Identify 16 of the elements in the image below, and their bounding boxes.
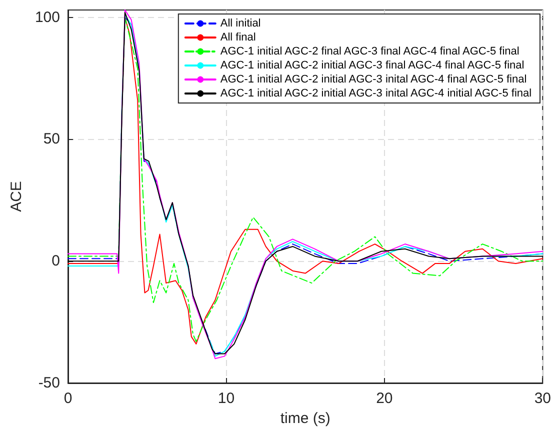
legend-label: All initial	[220, 18, 261, 30]
y-tick-label: 100	[34, 8, 60, 26]
legend-label: AGC-1 initial AGC-2 initial AGC-3 inital AGC-4 final AGC-5 final	[220, 74, 527, 86]
x-tick-label: 30	[534, 390, 551, 407]
y-tick-label: -50	[38, 374, 60, 392]
legend-label: AGC-1 initial AGC-2 final AGC-3 final AGC-4 final AGC-5 final	[220, 46, 520, 58]
legend-label: AGC-1 initial AGC-2 initial AGC-3 inital AGC-4 initial AGC-5 final	[220, 88, 532, 100]
legend-label: All final	[220, 32, 256, 44]
legend-label: AGC-1 initial AGC-2 initial AGC-3 final AGC-4 final AGC-5 final	[220, 60, 524, 72]
x-tick-label: 20	[376, 390, 393, 407]
y-tick-label: 50	[43, 130, 60, 148]
y-axis-title: ACE	[8, 181, 26, 212]
x-tick-label: 0	[64, 390, 72, 407]
y-tick-label: 0	[52, 252, 60, 270]
x-tick-label: 10	[218, 390, 235, 407]
x-axis-title: time (s)	[280, 410, 330, 427]
